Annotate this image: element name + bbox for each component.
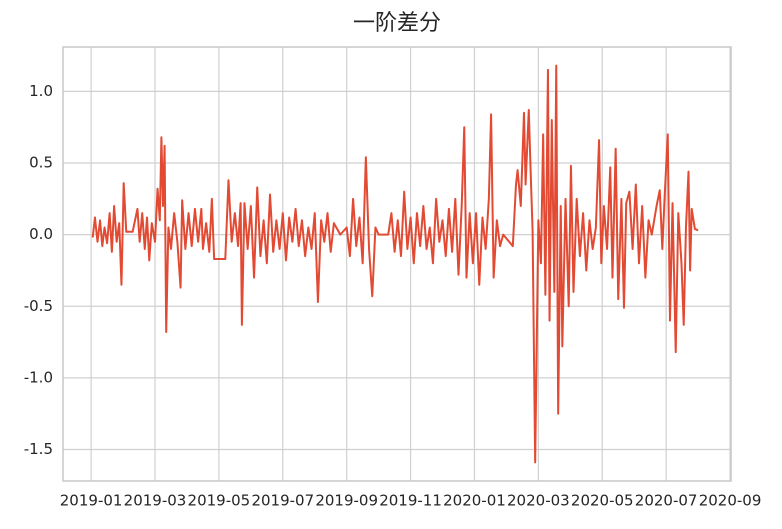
x-tick-label: 2020-09 bbox=[699, 492, 762, 510]
y-tick-label: -1.0 bbox=[24, 368, 53, 386]
x-tick-label: 2020-05 bbox=[571, 492, 634, 510]
x-tick-label: 2019-07 bbox=[251, 492, 314, 510]
x-tick-label: 2019-09 bbox=[315, 492, 378, 510]
x-tick-label: 2019-01 bbox=[60, 492, 123, 510]
y-tick-label: -1.5 bbox=[24, 440, 53, 458]
data-line bbox=[91, 64, 699, 464]
y-tick-label: 0.0 bbox=[29, 225, 53, 243]
x-tick-label: 2019-03 bbox=[124, 492, 187, 510]
x-tick-label: 2019-05 bbox=[188, 492, 251, 510]
y-tick-label: 0.5 bbox=[29, 154, 53, 172]
x-tick-label: 2020-01 bbox=[443, 492, 506, 510]
x-tick-label: 2020-07 bbox=[635, 492, 698, 510]
y-tick-label: 1.0 bbox=[29, 82, 53, 100]
plot-frame bbox=[62, 46, 732, 482]
x-tick-label: 2019-11 bbox=[379, 492, 442, 510]
y-tick-label: -0.5 bbox=[24, 297, 53, 315]
chart-title: 一阶差分 bbox=[353, 11, 441, 36]
x-tick-label: 2020-03 bbox=[507, 492, 570, 510]
